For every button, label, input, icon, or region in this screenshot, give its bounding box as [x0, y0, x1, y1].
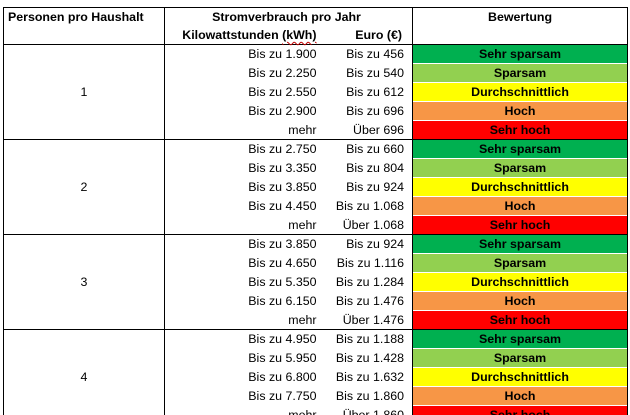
header-kwh-unit: (kWh) [282, 28, 317, 42]
euro-cell[interactable]: Über 1.476 [324, 310, 414, 330]
rating-cell[interactable]: Hoch [412, 101, 629, 121]
rating-cell[interactable]: Sparsam [412, 253, 629, 273]
euro-cell[interactable]: Bis zu 456 [324, 44, 414, 64]
table-row: Bis zu 5.950 Bis zu 1.428 Sparsam [4, 348, 629, 368]
rating-cell[interactable]: Durchschnittlich [412, 177, 629, 197]
rating-cell[interactable]: Sparsam [412, 348, 629, 368]
kwh-cell[interactable]: Bis zu 2.250 [248, 66, 317, 80]
table-row: mehr Über 1.476 Sehr hoch [4, 310, 629, 330]
rating-cell[interactable]: Durchschnittlich [412, 367, 629, 387]
table-row: Bis zu 6.150 Bis zu 1.476 Hoch [4, 291, 629, 311]
kwh-cell[interactable]: mehr [164, 310, 325, 330]
euro-cell[interactable]: Bis zu 924 [324, 177, 414, 197]
kwh-cell[interactable]: Bis zu 3.850 [248, 180, 317, 194]
rating-cell[interactable]: Sparsam [412, 63, 629, 83]
spreadsheet-sheet: Personen pro Haushalt Stromverbrauch pro… [3, 7, 629, 415]
table-row: Bis zu 2.250 Bis zu 540 Sparsam [4, 63, 629, 83]
persons-cell[interactable]: 4 [3, 329, 165, 415]
table-row: 1 Bis zu 1.900 Bis zu 456 Sehr sparsam [3, 44, 629, 140]
header-persons[interactable]: Personen pro Haushalt [3, 7, 165, 26]
table-row: Bis zu 4.650 Bis zu 1.116 Sparsam [4, 253, 629, 273]
table-body: 1 Bis zu 1.900 Bis zu 456 Sehr sparsam Bis z… [3, 44, 629, 415]
kwh-cell[interactable]: Bis zu 2.900 [248, 104, 317, 118]
kwh-cell[interactable]: Bis zu 2.750 [164, 139, 325, 159]
euro-cell[interactable]: Bis zu 1.476 [324, 291, 414, 311]
rating-cell[interactable]: Sehr sparsam [412, 139, 629, 159]
euro-cell[interactable]: Bis zu 540 [324, 63, 414, 83]
euro-cell[interactable]: Bis zu 804 [324, 158, 414, 178]
persons-cell[interactable]: 3 [3, 234, 165, 330]
euro-cell[interactable]: Bis zu 1.632 [324, 367, 414, 387]
euro-cell[interactable]: Bis zu 924 [324, 234, 414, 254]
rating-cell[interactable]: Hoch [412, 386, 629, 406]
kwh-cell[interactable]: Bis zu 4.450 [248, 199, 317, 213]
header-euro[interactable]: Euro (€) [324, 26, 414, 45]
rating-cell[interactable]: Sehr hoch [412, 310, 629, 330]
euro-cell[interactable]: Über 1.860 [324, 405, 414, 415]
table-row: Bis zu 6.800 Bis zu 1.632 Durchschnittlich [4, 367, 629, 387]
persons-cell[interactable]: 1 [3, 44, 165, 140]
kwh-cell[interactable]: Bis zu 4.650 [248, 256, 317, 270]
euro-cell[interactable]: Über 1.068 [324, 215, 414, 235]
euro-cell[interactable]: Bis zu 696 [324, 101, 414, 121]
table-row: 2 Bis zu 2.750 Bis zu 660 Sehr sparsam [3, 139, 629, 235]
header-row-1: Personen pro Haushalt Stromverbrauch pro… [3, 7, 629, 26]
kwh-cell[interactable]: Bis zu 2.550 [248, 85, 317, 99]
euro-cell[interactable]: Bis zu 612 [324, 82, 414, 102]
table-row: Bis zu 7.750 Bis zu 1.860 Hoch [4, 386, 629, 406]
table-row: Bis zu 5.350 Bis zu 1.284 Durchschnittlich [4, 272, 629, 292]
table-row: Bis zu 2.900 Bis zu 696 Hoch [4, 101, 629, 121]
rating-cell[interactable]: Sparsam [412, 158, 629, 178]
rating-cell[interactable]: Durchschnittlich [412, 272, 629, 292]
header-kwh-prefix: Kilowattstunden [182, 28, 283, 42]
kwh-cell[interactable]: mehr [164, 120, 325, 140]
header-rating[interactable]: Bewertung [412, 7, 629, 26]
euro-cell[interactable]: Über 696 [324, 120, 414, 140]
header-rating-blank[interactable] [412, 26, 629, 45]
consumption-table: Personen pro Haushalt Stromverbrauch pro… [3, 7, 629, 415]
rating-cell[interactable]: Hoch [412, 196, 629, 216]
euro-cell[interactable]: Bis zu 1.284 [324, 272, 414, 292]
euro-cell[interactable]: Bis zu 1.860 [324, 386, 414, 406]
rating-cell[interactable]: Sehr hoch [412, 120, 629, 140]
rating-cell[interactable]: Durchschnittlich [412, 82, 629, 102]
kwh-cell[interactable]: Bis zu 3.850 [164, 234, 325, 254]
kwh-cell[interactable]: Bis zu 6.150 [248, 294, 317, 308]
euro-cell[interactable]: Bis zu 1.116 [324, 253, 414, 273]
rating-cell[interactable]: Sehr hoch [412, 215, 629, 235]
table-row: mehr Über 1.860 Sehr hoch [4, 405, 629, 415]
rating-cell[interactable]: Sehr sparsam [412, 234, 629, 254]
table-row: mehr Über 1.068 Sehr hoch [4, 215, 629, 235]
rating-cell[interactable]: Sehr hoch [412, 405, 629, 415]
euro-cell[interactable]: Bis zu 1.428 [324, 348, 414, 368]
kwh-cell[interactable]: Bis zu 5.350 [248, 275, 317, 289]
kwh-cell[interactable]: Bis zu 5.950 [248, 351, 317, 365]
table-row: 3 Bis zu 3.850 Bis zu 924 Sehr sparsam [3, 234, 629, 330]
rating-cell[interactable]: Sehr sparsam [412, 329, 629, 349]
persons-cell[interactable]: 2 [3, 139, 165, 235]
table-row: Bis zu 3.850 Bis zu 924 Durchschnittlich [4, 177, 629, 197]
table-row: Bis zu 3.350 Bis zu 804 Sparsam [4, 158, 629, 178]
kwh-cell[interactable]: Bis zu 1.900 [164, 44, 325, 64]
kwh-cell[interactable]: Bis zu 3.350 [248, 161, 317, 175]
euro-cell[interactable]: Bis zu 1.068 [324, 196, 414, 216]
rating-cell[interactable]: Hoch [412, 291, 629, 311]
kwh-cell[interactable]: Bis zu 4.950 [164, 329, 325, 349]
kwh-cell[interactable]: mehr [164, 215, 325, 235]
kwh-cell[interactable]: Bis zu 6.800 [248, 370, 317, 384]
header-kwh[interactable]: Kilowattstunden (kWh) [165, 26, 325, 45]
header-consumption[interactable]: Stromverbrauch pro Jahr [164, 7, 413, 26]
table-row: mehr Über 696 Sehr hoch [4, 120, 629, 140]
euro-cell[interactable]: Bis zu 1.188 [324, 329, 414, 349]
table-row: Bis zu 2.550 Bis zu 612 Durchschnittlich [4, 82, 629, 102]
table-row: Bis zu 4.450 Bis zu 1.068 Hoch [4, 196, 629, 216]
table-row: 4 Bis zu 4.950 Bis zu 1.188 Sehr sparsam [3, 329, 629, 415]
header-persons-blank[interactable] [3, 26, 165, 45]
euro-cell[interactable]: Bis zu 660 [324, 139, 414, 159]
rating-cell[interactable]: Sehr sparsam [412, 44, 629, 64]
kwh-cell[interactable]: Bis zu 7.750 [248, 389, 317, 403]
header-row-2: Kilowattstunden (kWh) Euro (€) [3, 26, 629, 45]
kwh-cell[interactable]: mehr [164, 405, 325, 415]
